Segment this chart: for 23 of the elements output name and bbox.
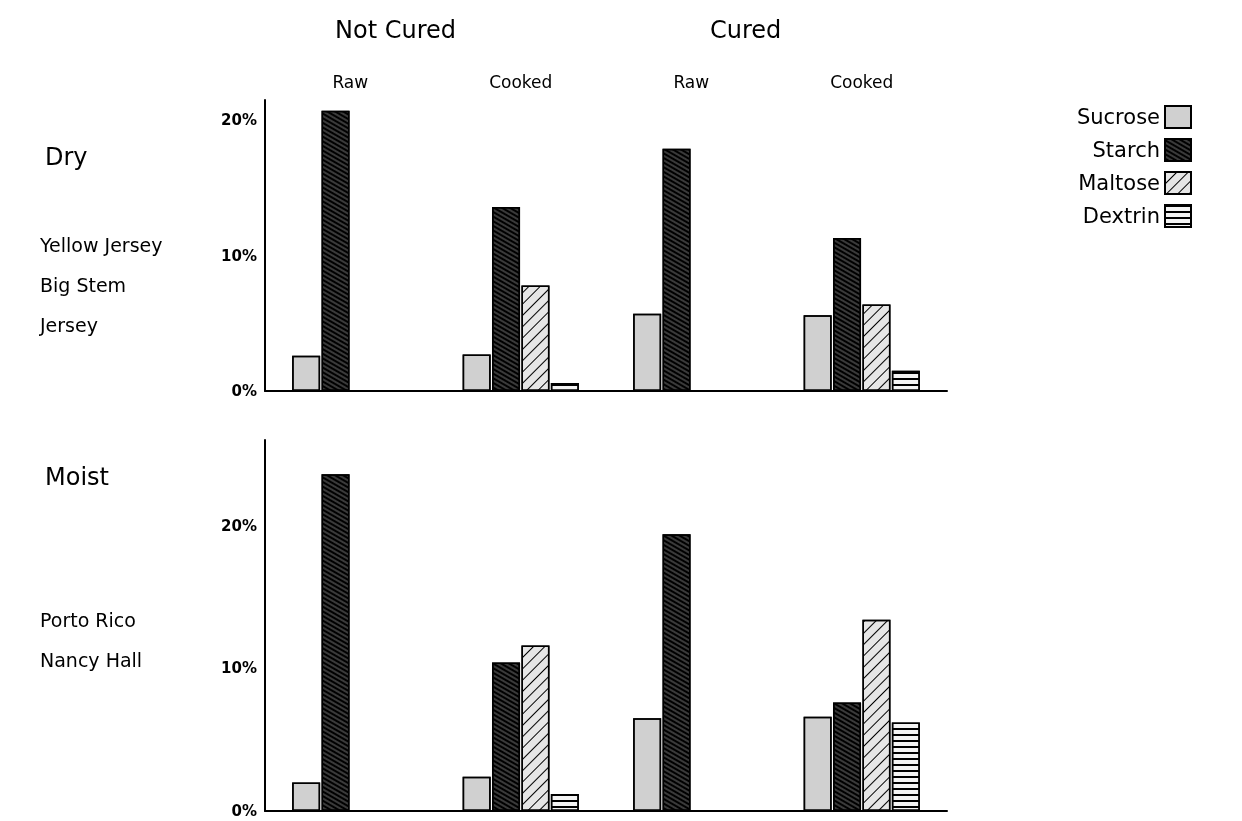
text: Dry — [45, 143, 88, 171]
y-tick-label: 10% — [221, 246, 257, 265]
y-tick-label: 20% — [221, 111, 257, 130]
text: Yellow Jersey — [39, 233, 163, 256]
x-tick-label: Raw — [332, 71, 369, 92]
text: Cured — [710, 16, 782, 44]
text: Porto Rico — [40, 608, 136, 631]
legend-label: Sucrose — [1076, 105, 1160, 129]
y-tick-label: 0% — [231, 802, 257, 820]
y-tick-label: 10% — [221, 659, 257, 678]
y-tick-label: 0% — [231, 382, 257, 400]
x-tick-label: Cooked — [830, 71, 894, 92]
text: Nancy Hall — [40, 648, 143, 671]
y-tick-label: 20% — [221, 516, 257, 535]
legend-label: Dextrin — [1082, 204, 1160, 228]
legend-label: Maltose — [1078, 171, 1160, 195]
text: Not Cured — [335, 16, 456, 44]
legend-label: Starch — [1092, 138, 1160, 162]
text: Moist — [45, 463, 109, 491]
text: Big Stem — [40, 273, 127, 296]
text: Jersey — [39, 313, 98, 336]
x-tick-label: Raw — [673, 71, 710, 92]
x-tick-label: Cooked — [489, 71, 553, 92]
